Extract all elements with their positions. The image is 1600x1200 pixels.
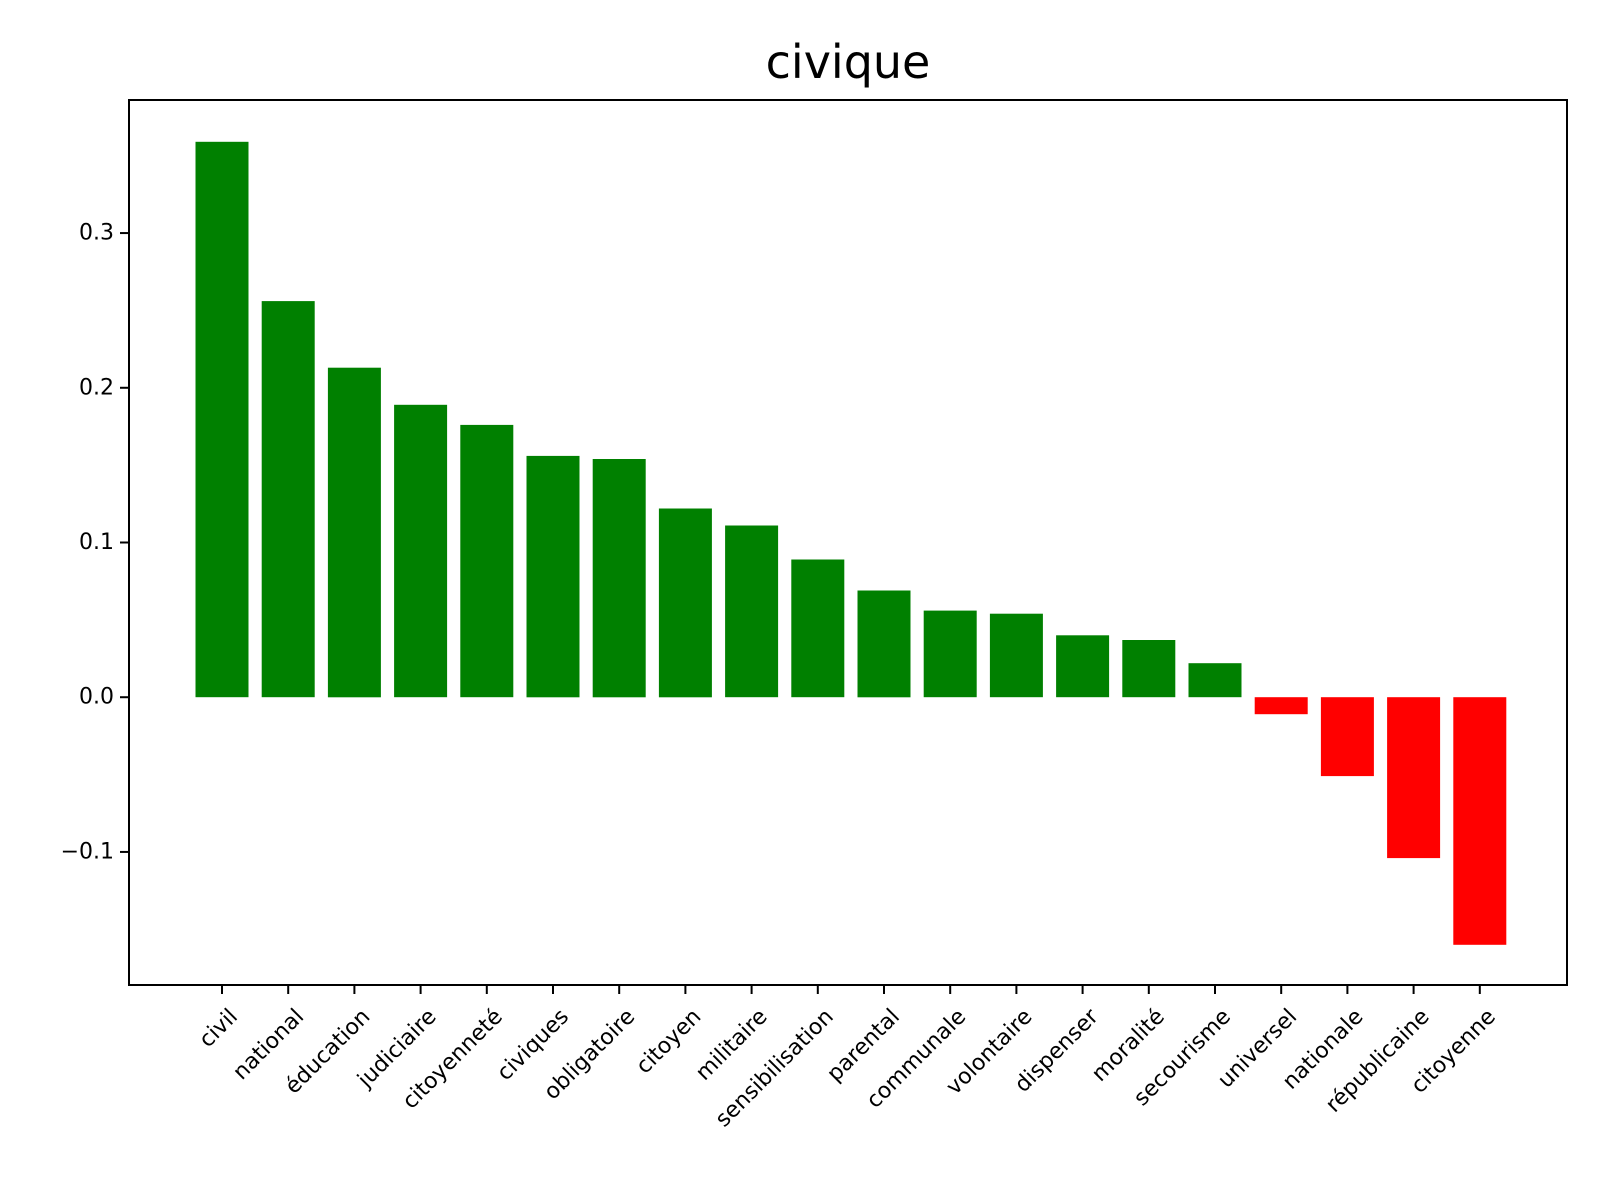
bar-moralité (1122, 640, 1176, 698)
bar-secourisme (1188, 663, 1242, 698)
chart-title: civique (766, 35, 931, 89)
y-tick-label: 0.3 (79, 221, 114, 246)
bar-nationale (1320, 697, 1374, 777)
bar-éducation (327, 367, 381, 698)
bar-citoyenne (1453, 697, 1507, 945)
bar-civil (195, 141, 249, 698)
y-tick-label: 0.2 (79, 375, 114, 400)
y-tick-label: −0.1 (61, 839, 114, 864)
plot-frame (128, 99, 1568, 986)
bar-militaire (725, 525, 779, 698)
bar-volontaire (989, 613, 1043, 698)
y-axis: −0.1 0.0 0.1 0.2 0.3 (61, 221, 129, 864)
bar-citoyenneté (460, 424, 514, 698)
y-tick-label: 0.1 (79, 530, 114, 555)
y-tick-label: 0.0 (79, 685, 114, 710)
bar-judiciaire (394, 404, 448, 698)
bar-national (261, 301, 315, 698)
bar-citoyen (658, 508, 712, 698)
bar-dispenser (1056, 635, 1110, 698)
bar-parental (857, 590, 911, 698)
bar-civiques (526, 455, 580, 698)
bar-sensibilisation (791, 559, 845, 698)
bars-group (195, 141, 1507, 945)
bar-communale (923, 610, 977, 698)
x-tick-label: civil (195, 1004, 243, 1052)
x-axis: civilnationaléducationjudiciairecitoyenn… (195, 985, 1501, 1132)
bar-républicaine (1387, 697, 1441, 859)
x-tick-label: sensibilisation (711, 1004, 839, 1132)
bar-obligatoire (592, 459, 646, 698)
bar-universel (1254, 697, 1308, 715)
